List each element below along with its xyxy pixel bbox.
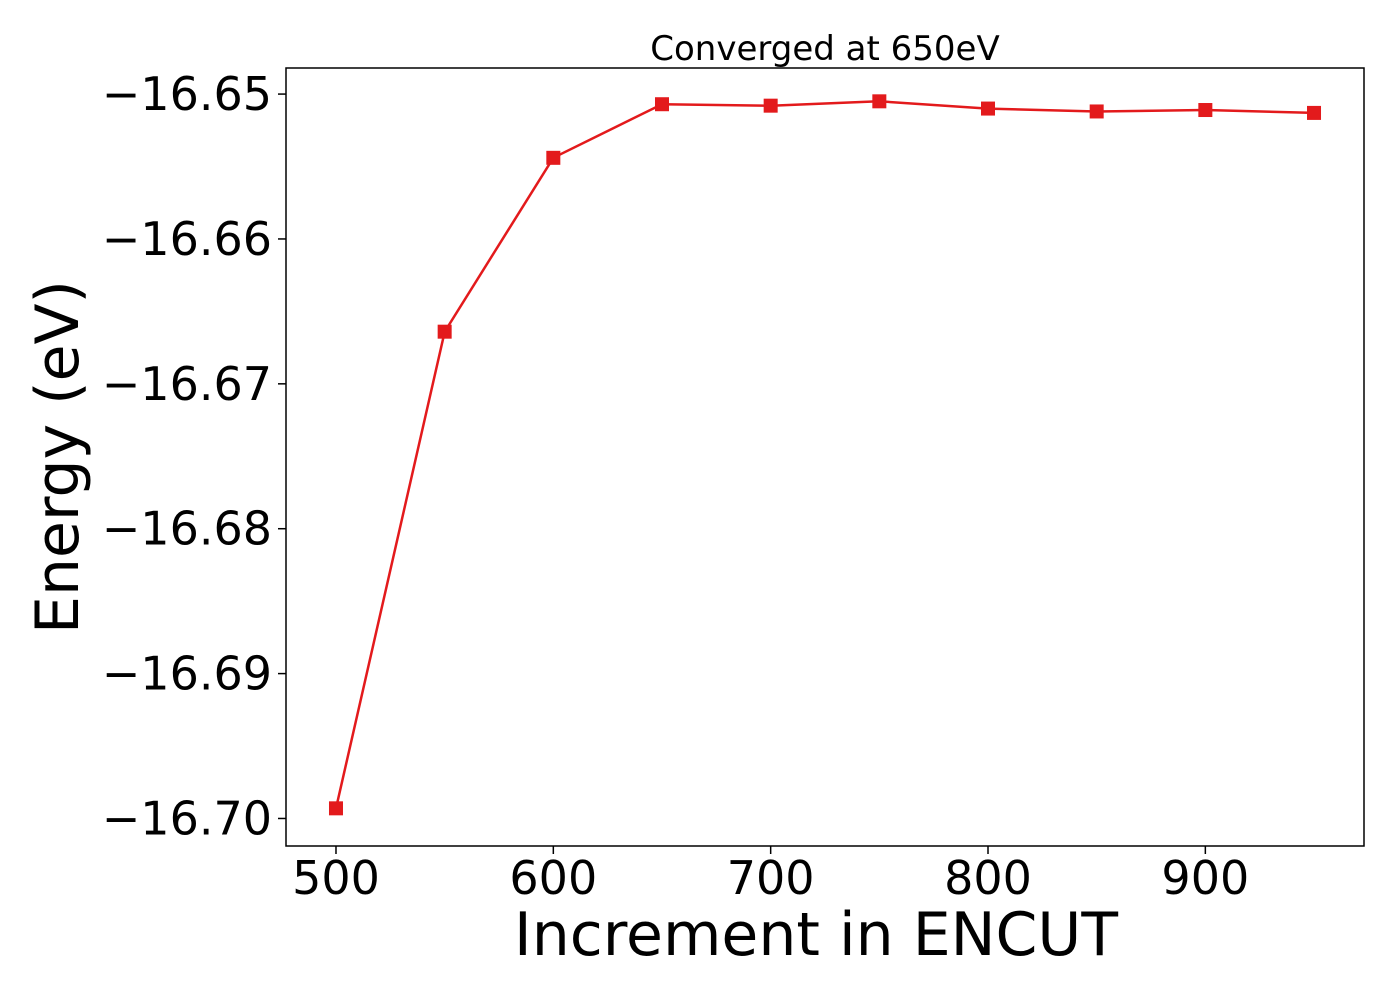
x-axis-label: Increment in ENCUT	[514, 900, 1118, 970]
energy-series	[328, 94, 1322, 816]
x-tick-label: 800	[944, 851, 1032, 905]
data-point	[1089, 104, 1104, 119]
data-point	[981, 101, 996, 116]
x-tick-label: 900	[1161, 851, 1249, 905]
data-point	[1307, 105, 1322, 120]
plot-area-frame	[285, 67, 1365, 847]
y-tick-label: −16.67	[102, 357, 272, 411]
data-point	[654, 97, 669, 112]
data-point	[763, 98, 778, 113]
data-point	[872, 94, 887, 109]
y-axis-label: Energy (eV)	[23, 280, 93, 634]
series-line	[334, 100, 1315, 809]
data-point	[1198, 103, 1213, 118]
x-tick-label: 500	[292, 851, 380, 905]
y-tick-label: −16.65	[102, 67, 272, 121]
x-tick-label: 700	[727, 851, 815, 905]
y-tick-label: −16.68	[102, 502, 272, 556]
y-tick-label: −16.69	[102, 647, 272, 701]
y-tick-label: −16.70	[102, 791, 272, 845]
y-tick-label: −16.66	[102, 212, 272, 266]
data-point	[546, 150, 561, 165]
chart-title: Converged at 650eV	[650, 29, 999, 69]
data-point	[328, 801, 343, 816]
y-axis-ticks: −16.65 −16.66 −16.67 −16.68 −16.69 −16.70	[102, 67, 286, 845]
x-tick-label: 600	[509, 851, 597, 905]
data-point	[437, 324, 452, 339]
x-axis-ticks: 500 600 700 800 900	[292, 846, 1249, 905]
